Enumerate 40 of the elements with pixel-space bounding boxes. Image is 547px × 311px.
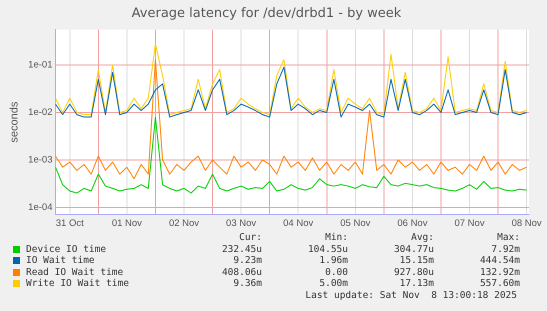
text: 444.54m xyxy=(478,255,520,266)
x-tick-label: 04 Nov xyxy=(283,218,314,229)
text: 557.60m xyxy=(478,278,520,290)
text: 408.06u xyxy=(220,266,262,278)
text: 7.92m xyxy=(490,244,520,255)
legend-label: IO Wait time xyxy=(26,255,96,266)
text: Avg: xyxy=(410,232,434,244)
text: 232.45u xyxy=(220,244,262,255)
text: 104.55u xyxy=(306,244,348,255)
legend-label: Write IO Wait time xyxy=(26,278,130,290)
text: 15.15m xyxy=(398,255,434,266)
x-tick-label: 03 Nov xyxy=(226,218,256,229)
chart-title: Average latency for /dev/drbd1 - by week xyxy=(132,6,402,22)
x-tick-label: 07 Nov xyxy=(454,218,485,229)
legend-label: Read IO Wait time xyxy=(26,266,124,278)
text: 304.77u xyxy=(392,244,434,255)
x-tick-label: 06 Nov xyxy=(397,218,428,229)
x-tick-label: 05 Nov xyxy=(340,218,371,229)
text: 9.36m xyxy=(232,278,262,290)
y-axis-title: seconds xyxy=(8,101,21,143)
text: 132.92m xyxy=(478,266,520,278)
x-tick-label: 08 Nov xyxy=(512,218,542,229)
y-tick-label: 1e-03 xyxy=(28,154,52,166)
text: Max: xyxy=(496,232,520,244)
x-tick-label: 02 Nov xyxy=(168,218,200,229)
x-tick-label: 31 Oct xyxy=(56,218,84,229)
text: 1.96m xyxy=(318,255,348,266)
text: Last update: Sat Nov 8 13:00:18 2025 xyxy=(304,290,517,300)
text: 0.00 xyxy=(324,266,348,278)
text: 5.00m xyxy=(318,278,348,290)
text: Cur: xyxy=(238,232,262,244)
text: Min: xyxy=(324,232,348,244)
y-tick-label: 1e-02 xyxy=(28,107,52,118)
y-tick-label: 1e-01 xyxy=(28,60,52,71)
x-tick-label: 01 Nov xyxy=(112,218,142,229)
text: 927.80u xyxy=(392,266,434,278)
text: 17.13m xyxy=(398,278,434,290)
text: 9.23m xyxy=(232,255,262,266)
legend-label: Device IO time xyxy=(26,244,108,255)
y-tick-label: 1e-04 xyxy=(28,202,52,213)
